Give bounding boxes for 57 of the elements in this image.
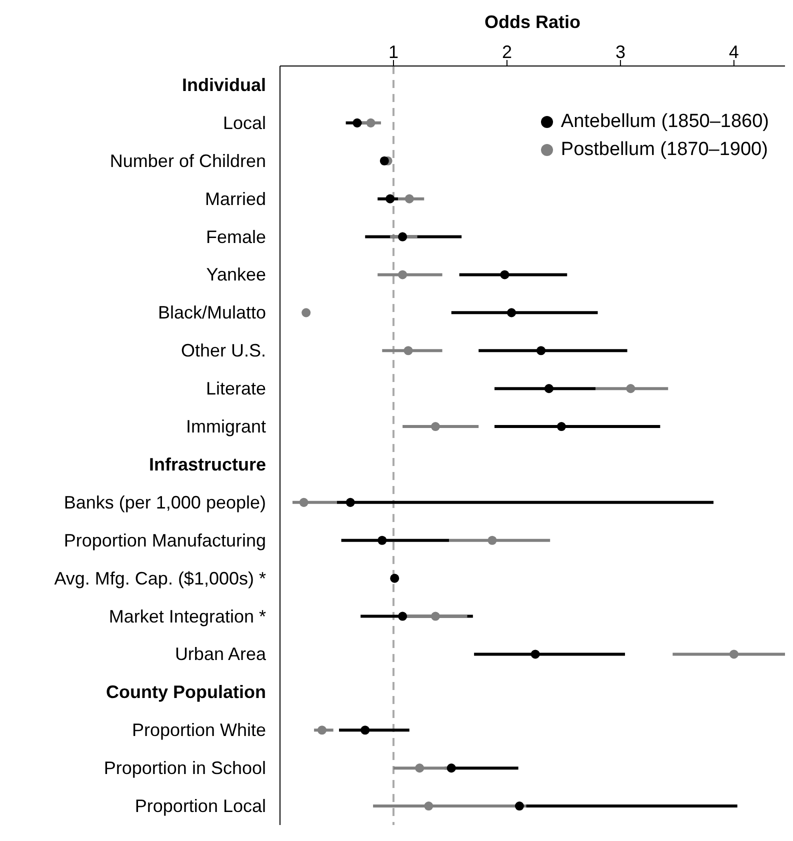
point — [556, 422, 566, 432]
point — [500, 270, 510, 280]
y-tick-label: Number of Children — [110, 150, 266, 171]
y-tick-label: Black/Mulatto — [158, 302, 266, 323]
point — [446, 764, 456, 773]
point — [430, 612, 440, 621]
y-tick-label: Infrastructure — [148, 454, 266, 474]
y-tick-label: Market Integration * — [108, 606, 266, 626]
point — [299, 498, 308, 507]
y-tick-label: Avg. Mfg. Cap. ($1,000s) * — [54, 568, 266, 588]
y-tick-label: Immigrant — [186, 416, 266, 437]
point — [404, 194, 414, 204]
point — [398, 270, 408, 280]
point — [378, 536, 387, 545]
point — [366, 118, 376, 128]
y-tick-label: Literate — [206, 378, 266, 399]
point — [530, 650, 540, 659]
point — [729, 650, 738, 659]
y-tick-label: Proportion in School — [104, 758, 266, 778]
point — [536, 346, 546, 356]
y-tick-label: Proportion Manufacturing — [64, 530, 266, 550]
point — [430, 422, 440, 432]
point — [352, 118, 362, 128]
point — [398, 612, 408, 621]
y-tick-label: Proportion White — [132, 720, 266, 740]
x-tick-label: 3 — [615, 42, 626, 62]
point — [390, 574, 400, 583]
point — [360, 726, 370, 735]
point — [302, 308, 311, 318]
y-tick-label: Yankee — [206, 264, 266, 285]
point — [506, 308, 516, 318]
legend-label: Postbellum (1870–1900) — [560, 138, 768, 162]
x-tick-label: 2 — [502, 42, 512, 62]
y-tick-label: Female — [206, 226, 266, 247]
x-tick-label: 4 — [728, 42, 739, 62]
point — [404, 346, 413, 356]
legend-label: Antebellum (1850–1860) — [560, 110, 769, 134]
y-tick-label: Married — [204, 188, 266, 209]
point — [317, 726, 327, 735]
y-tick-label: Urban Area — [174, 644, 267, 664]
point — [626, 384, 636, 394]
x-tick-label: 1 — [388, 42, 398, 62]
y-tick-label: Banks (per 1,000 people) — [64, 492, 266, 512]
point — [514, 802, 524, 811]
point — [346, 498, 355, 507]
y-tick-label: Local — [222, 112, 266, 133]
y-tick-label: Individual — [182, 74, 266, 95]
x-axis-title: Odds Ratio — [484, 12, 581, 32]
y-tick-label: Other U.S. — [180, 340, 266, 361]
y-tick-label: County Population — [106, 682, 266, 702]
point — [415, 764, 424, 773]
y-tick-label: Proportion Local — [134, 796, 266, 816]
point — [544, 384, 554, 394]
point — [386, 194, 395, 204]
point — [424, 802, 434, 811]
point — [380, 156, 389, 166]
point — [488, 536, 497, 545]
